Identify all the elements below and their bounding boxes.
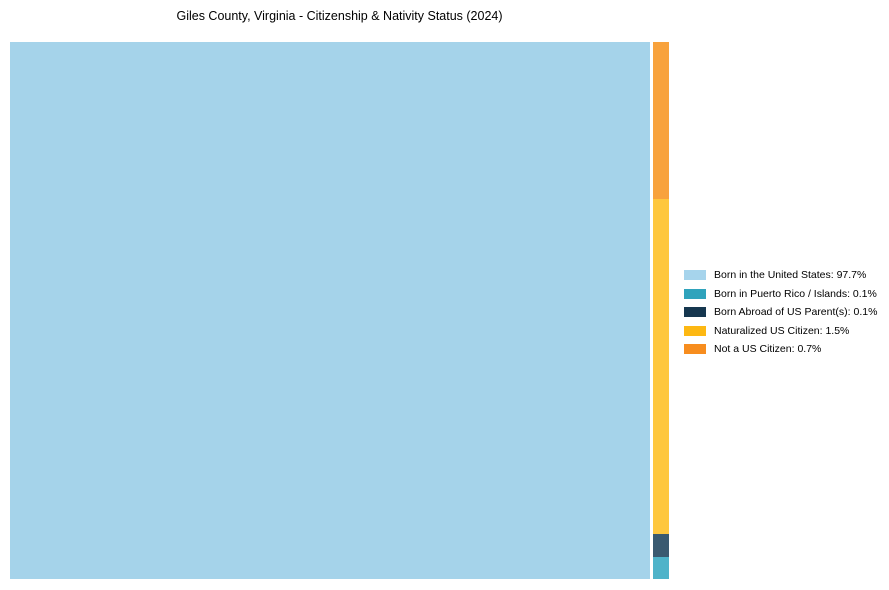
legend-label: Born in the United States: 97.7%	[714, 269, 867, 281]
legend-label: Born Abroad of US Parent(s): 0.1%	[714, 306, 878, 318]
legend-item-naturalized-us-citizen: Naturalized US Citizen: 1.5%	[684, 322, 877, 341]
chart-title: Giles County, Virginia - Citizenship & N…	[176, 9, 503, 23]
legend-item-not-a-us-citizen: Not a US Citizen: 0.7%	[684, 340, 877, 359]
legend-swatch-icon	[684, 270, 706, 281]
legend: Born in the United States: 97.7% Born in …	[684, 266, 877, 359]
legend-swatch-icon	[684, 344, 706, 355]
legend-item-born-in-puerto-rico-islands: Born in Puerto Rico / Islands: 0.1%	[684, 285, 877, 304]
treemap-minority-strip	[653, 42, 669, 579]
legend-item-born-abroad-of-us-parent-s: Born Abroad of US Parent(s): 0.1%	[684, 303, 877, 322]
treemap-plot-area	[10, 42, 669, 579]
legend-label: Naturalized US Citizen: 1.5%	[714, 324, 850, 337]
legend-swatch-icon	[684, 288, 706, 299]
treemap-tile-naturalized-us-citizen	[653, 198, 669, 535]
treemap-tile-born-abroad-of-us-parent-s	[653, 534, 669, 557]
treemap-tile-born-in-puerto-rico-islands	[653, 556, 669, 579]
legend-swatch-icon	[684, 325, 706, 336]
legend-label: Not a US Citizen: 0.7%	[714, 343, 822, 355]
legend-label: Born in Puerto Rico / Islands: 0.1%	[714, 287, 877, 300]
legend-swatch-icon	[684, 307, 706, 318]
treemap-tile-born-in-the-united-states	[10, 42, 651, 579]
legend-item-born-in-the-united-states: Born in the United States: 97.7%	[684, 266, 877, 285]
treemap-tile-not-a-us-citizen	[653, 42, 669, 199]
